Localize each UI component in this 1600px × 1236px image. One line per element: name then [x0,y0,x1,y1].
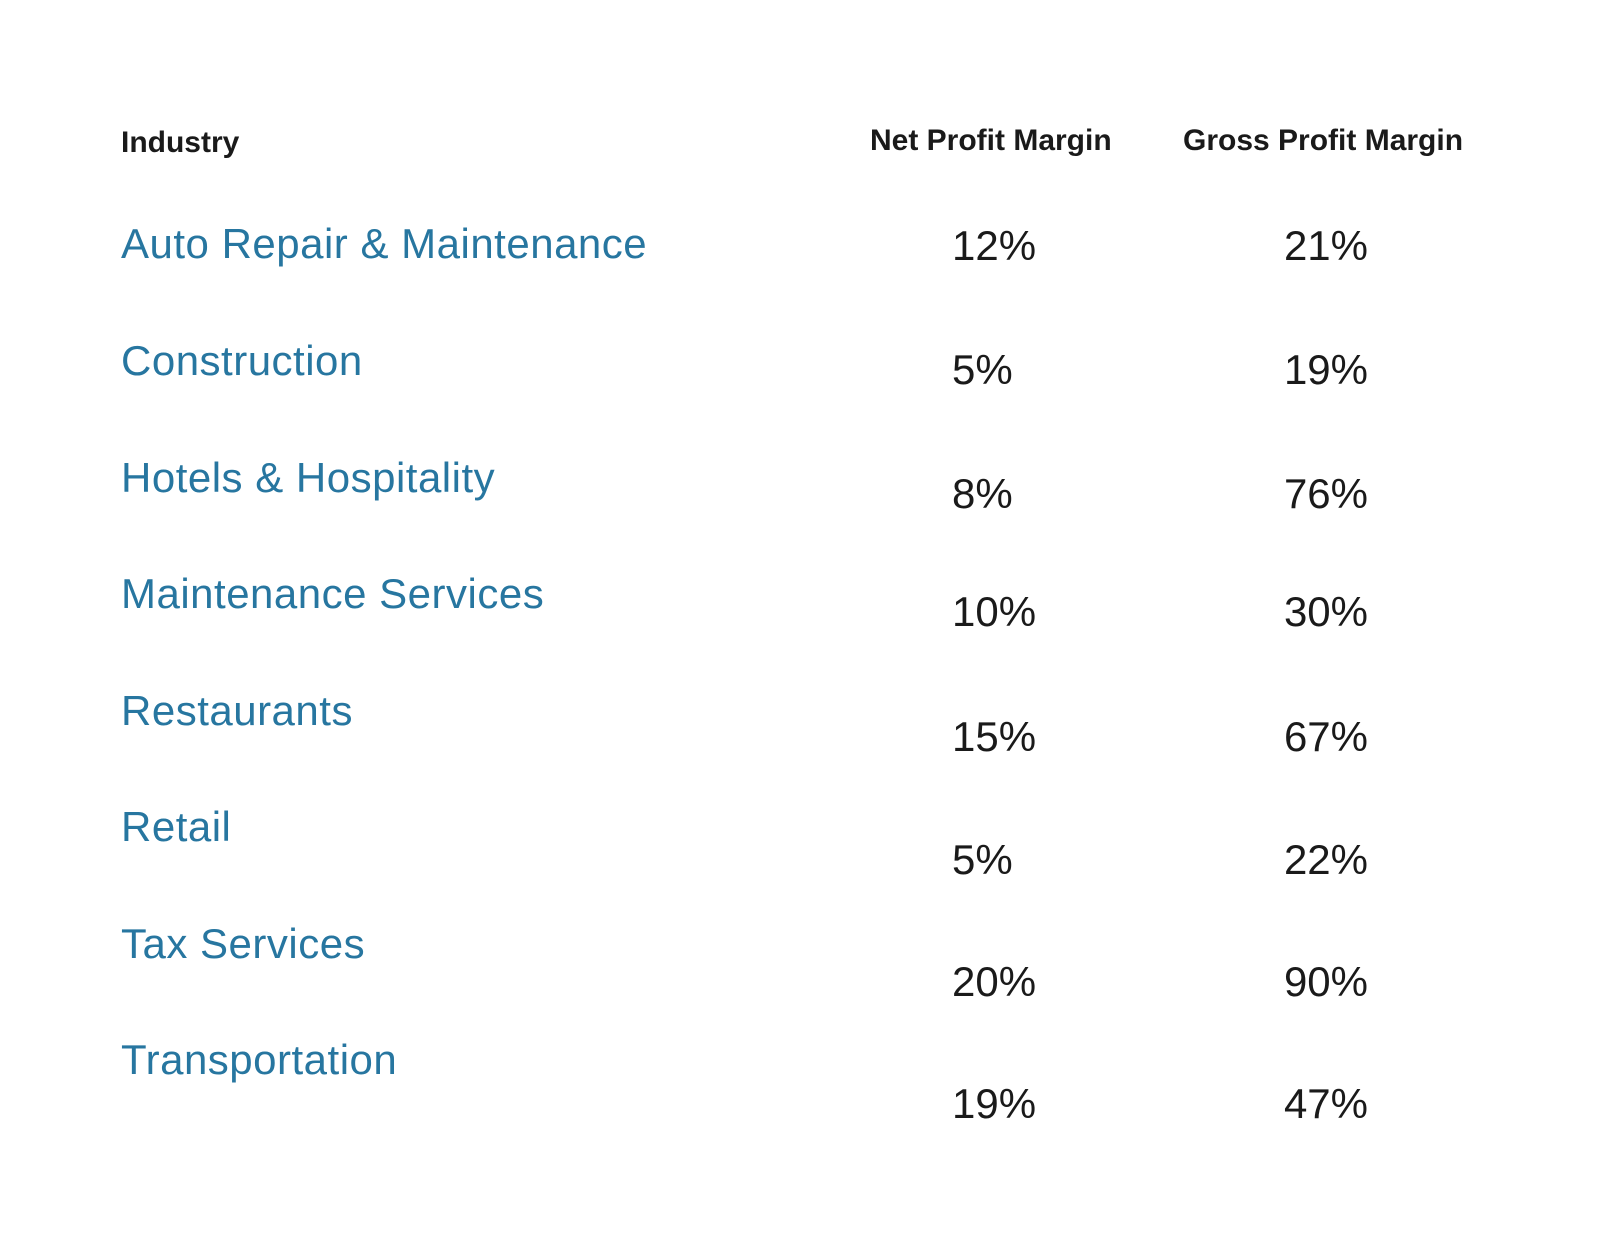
net-profit-margin-value: 5% [952,836,1013,883]
table-row: Construction 5% 19% [0,335,1600,455]
table-row: Restaurants 15% 67% [0,685,1600,805]
gross-profit-margin-value: 22% [1283,836,1368,883]
net-profit-margin-value: 12% [952,222,1037,269]
net-profit-margin-value: 10% [952,588,1037,635]
industry-name: Tax Services [121,920,366,967]
gross-profit-margin-value: 76% [1283,470,1368,517]
gross-profit-margin-value: 21% [1283,222,1368,269]
industry-name: Retail [121,803,232,850]
net-profit-margin-value: 19% [952,1080,1037,1127]
industry-name: Construction [121,337,363,384]
table-row: Transportation 19% 47% [0,1034,1600,1154]
industry-name: Maintenance Services [121,570,545,617]
gross-profit-margin-value: 30% [1283,588,1368,635]
column-header-gross-profit-margin: Gross Profit Margin [1183,124,1464,157]
industry-name: Auto Repair & Maintenance [121,220,648,267]
net-profit-margin-value: 5% [952,346,1013,393]
table-row: Maintenance Services 10% 30% [0,568,1600,688]
table-row: Auto Repair & Maintenance 12% 21% [0,218,1600,338]
net-profit-margin-value: 8% [952,470,1013,517]
net-profit-margin-value: 20% [952,958,1037,1005]
table-row: Retail 5% 22% [0,801,1600,921]
gross-profit-margin-value: 90% [1283,958,1368,1005]
column-header-net-profit-margin: Net Profit Margin [870,124,1112,157]
table-row: Hotels & Hospitality 8% 76% [0,452,1600,572]
column-header-industry: Industry [121,126,240,159]
gross-profit-margin-value: 47% [1283,1080,1368,1127]
industry-name: Transportation [121,1036,398,1083]
industry-name: Restaurants [121,687,353,734]
table-row: Tax Services 20% 90% [0,918,1600,1038]
industry-name: Hotels & Hospitality [121,454,496,501]
net-profit-margin-value: 15% [952,713,1037,760]
gross-profit-margin-value: 67% [1283,713,1368,760]
gross-profit-margin-value: 19% [1283,346,1368,393]
